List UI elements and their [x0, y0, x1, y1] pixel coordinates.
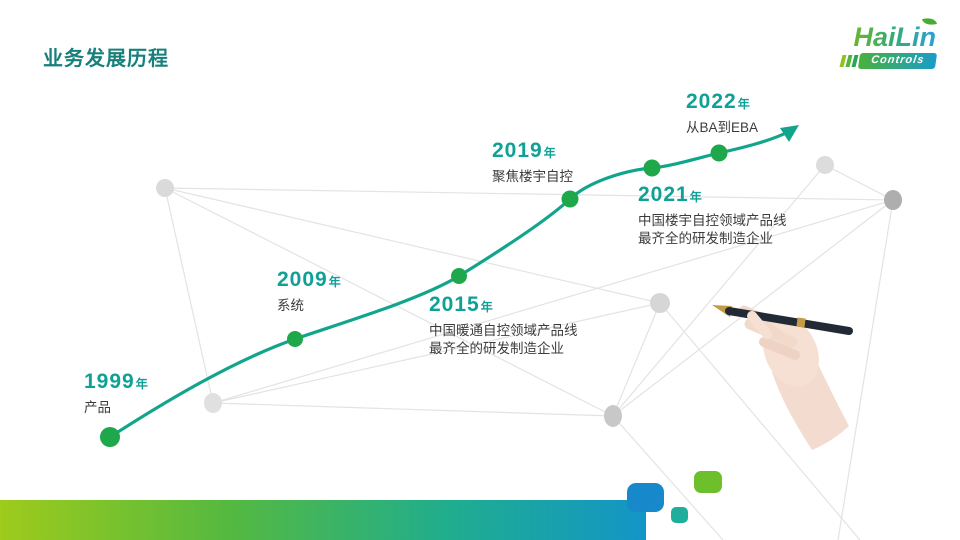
deco-square-blue — [627, 483, 664, 512]
timeline-dot-2015 — [451, 268, 467, 284]
arrowhead-icon — [780, 125, 799, 142]
timeline-dot-1999 — [100, 427, 120, 447]
hand-with-pen-image — [712, 305, 853, 450]
milestone-2019: 2019年 聚焦楼宇自控 — [492, 140, 573, 186]
timeline-dot-2022 — [710, 144, 728, 162]
milestone-year: 1999年 — [84, 370, 149, 393]
milestone-desc: 中国暖通自控领域产品线 最齐全的研发制造企业 — [429, 323, 578, 357]
milestone-2021: 2021年 中国楼宇自控领域产品线 最齐全的研发制造企业 — [638, 184, 787, 248]
milestone-year: 2019年 — [492, 139, 557, 162]
network-lines — [164, 164, 894, 540]
milestone-1999: 1999年 产品 — [84, 371, 149, 417]
deco-square-teal — [671, 507, 688, 523]
milestone-desc: 系统 — [277, 298, 304, 313]
milestone-year: 2022年 — [686, 90, 751, 113]
milestone-2015: 2015年 中国暖通自控领域产品线 最齐全的研发制造企业 — [429, 294, 578, 358]
milestone-year: 2009年 — [277, 268, 342, 291]
timeline-dot-2009 — [287, 331, 303, 347]
deco-square-green — [694, 471, 722, 493]
milestone-2022: 2022年 从BA到EBA — [686, 91, 758, 137]
timeline-dot-2019 — [561, 190, 579, 208]
milestone-desc: 从BA到EBA — [686, 120, 759, 135]
milestone-desc: 聚焦楼宇自控 — [492, 169, 573, 184]
network-nodes — [156, 156, 902, 427]
milestone-year: 2021年 — [638, 183, 703, 206]
timeline-dot-2021 — [643, 159, 661, 177]
milestone-desc: 产品 — [84, 400, 111, 415]
milestone-desc: 中国楼宇自控领域产品线 最齐全的研发制造企业 — [638, 213, 787, 247]
page-title: 业务发展历程 — [43, 48, 169, 70]
bottom-gradient-bar — [0, 500, 646, 540]
timeline-curve — [108, 125, 799, 439]
milestone-year: 2015年 — [429, 293, 494, 316]
timeline-dots — [100, 144, 728, 447]
milestone-2009: 2009年 系统 — [277, 269, 342, 315]
